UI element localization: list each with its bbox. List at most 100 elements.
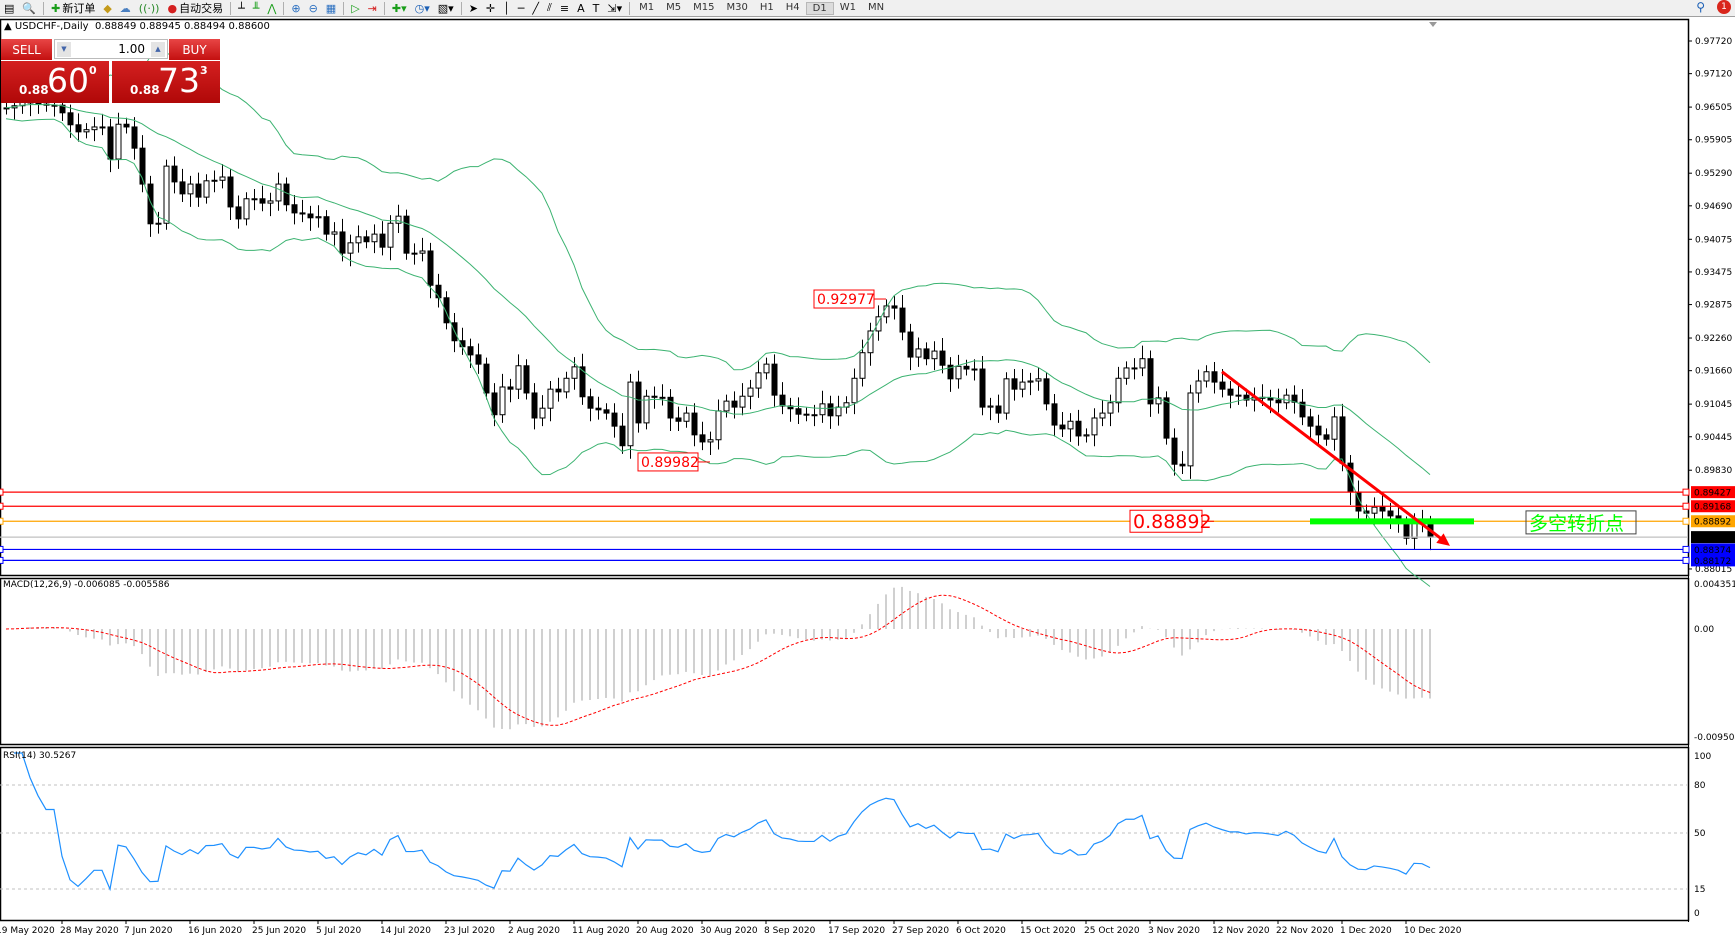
chart-title: ▲ USDCHF-,Daily 0.88849 0.88945 0.88494 … xyxy=(4,21,270,32)
candle-body xyxy=(275,183,282,202)
chart-shift-icon[interactable]: ⇥ xyxy=(367,1,377,15)
buy-price[interactable]: 0.88 73 3 xyxy=(112,61,220,103)
rsi-title: RSI(14) 30.5267 xyxy=(3,751,76,761)
bar-chart-icon[interactable]: ┴ xyxy=(238,1,245,15)
timeframe-m15[interactable]: M15 xyxy=(693,1,715,13)
tile-windows-icon[interactable]: ▦ xyxy=(325,1,337,15)
sell-button[interactable]: SELL xyxy=(1,39,52,61)
zoom-icon[interactable]: 🔍 xyxy=(22,1,37,15)
level-handle xyxy=(1682,488,1690,496)
candle xyxy=(627,373,634,459)
timeframe-m30[interactable]: M30 xyxy=(726,1,748,13)
trendline-icon[interactable]: ╱ xyxy=(532,1,539,15)
timeframe-d1[interactable]: D1 xyxy=(805,1,834,15)
stop-icon: ● xyxy=(167,1,178,15)
candle-body xyxy=(99,126,106,129)
level-price-tag xyxy=(1691,515,1735,528)
text-icon[interactable]: A xyxy=(577,1,585,15)
autoscroll-icon[interactable]: ▷ xyxy=(351,1,360,15)
candle xyxy=(219,163,226,189)
candle xyxy=(587,388,594,422)
label-icon[interactable]: T xyxy=(592,1,600,15)
new-order-button[interactable]: ✚ 新订单 xyxy=(47,1,99,16)
candle-body xyxy=(251,198,258,201)
candle-chart-icon[interactable]: ╨ xyxy=(252,1,260,15)
notification-badge[interactable]: 1 xyxy=(1717,0,1731,14)
timeframe-w1[interactable]: W1 xyxy=(839,1,856,13)
candle xyxy=(875,305,882,341)
lot-size-input[interactable]: ▼ 1.00 ▲ xyxy=(54,39,168,59)
candle xyxy=(787,397,794,422)
search-icon[interactable]: ⚲ xyxy=(1696,0,1705,14)
level-handle xyxy=(1682,556,1690,564)
macd-y-label: 0.00 xyxy=(1694,625,1714,635)
candle xyxy=(571,357,578,390)
timeframe-m5[interactable]: M5 xyxy=(666,1,682,13)
zoom-out-icon[interactable]: ⊖ xyxy=(308,1,318,15)
candle-body xyxy=(75,124,82,133)
x-tick-label: 12 Nov 2020 xyxy=(1212,926,1270,936)
candle xyxy=(1075,409,1082,446)
periods-icon[interactable]: ◷▾ xyxy=(414,1,430,15)
lot-increase-icon[interactable]: ▲ xyxy=(151,42,165,57)
candle xyxy=(363,230,370,249)
candle-body xyxy=(555,388,562,393)
candle xyxy=(267,192,274,217)
candle-body xyxy=(83,129,90,133)
candle-body xyxy=(523,365,530,394)
level-handle xyxy=(1682,502,1690,510)
cloud-icon[interactable]: ☁ xyxy=(119,1,131,15)
candle xyxy=(83,123,90,139)
lot-value[interactable]: 1.00 xyxy=(118,42,145,56)
candle xyxy=(1107,394,1114,427)
candle xyxy=(755,361,762,398)
candle-body xyxy=(1379,506,1386,512)
candle xyxy=(195,172,202,207)
candle-body xyxy=(483,363,490,394)
candle xyxy=(563,371,570,399)
sell-price[interactable]: 0.88 60 0 xyxy=(1,61,109,103)
level-price-label: 0.88374 xyxy=(1694,546,1731,556)
x-tick-label: 5 Jul 2020 xyxy=(316,926,361,936)
candle xyxy=(683,406,690,428)
candle xyxy=(1147,350,1154,417)
timeframe-h1[interactable]: H1 xyxy=(759,1,774,13)
buy-button[interactable]: BUY xyxy=(169,39,220,61)
new-chart-icon[interactable]: ▤ xyxy=(4,1,15,15)
candle-body xyxy=(867,330,874,354)
crosshair-icon[interactable]: ✛ xyxy=(485,1,496,15)
candle-body xyxy=(603,409,610,414)
horizontal-line-icon[interactable]: ─ xyxy=(517,1,525,15)
candle xyxy=(1299,389,1306,426)
templates-icon[interactable]: ▧▾ xyxy=(437,1,454,15)
gold-icon[interactable]: ◆ xyxy=(103,1,112,15)
y-tick-label: 0.93475 xyxy=(1695,268,1732,278)
y-tick-label: 0.91045 xyxy=(1695,400,1732,410)
auto-trading-button[interactable]: ● 自动交易 xyxy=(163,1,227,16)
candle xyxy=(1187,384,1194,479)
zoom-in-icon[interactable]: ⊕ xyxy=(291,1,301,15)
candle-body xyxy=(1331,416,1338,440)
candle-body xyxy=(203,180,210,198)
signal-icon[interactable]: ((·)) xyxy=(138,1,160,15)
line-chart-icon[interactable]: ⋀ xyxy=(267,1,277,15)
indicators-icon[interactable]: ✚▾ xyxy=(391,1,407,15)
candle xyxy=(827,395,834,429)
candle xyxy=(1003,372,1010,420)
timeframe-h4[interactable]: H4 xyxy=(785,1,800,13)
lot-decrease-icon[interactable]: ▼ xyxy=(57,42,71,57)
fibonacci-icon[interactable]: ≡ xyxy=(559,1,570,15)
timeframe-mn[interactable]: MN xyxy=(867,1,885,13)
macd-y-label: 0.004351 xyxy=(1694,580,1735,590)
candle xyxy=(603,403,610,420)
channel-icon[interactable]: ⫽ xyxy=(547,1,552,14)
candles xyxy=(3,88,1434,551)
timeframe-m1[interactable]: M1 xyxy=(639,1,655,13)
candle-body xyxy=(907,331,914,358)
vertical-line-icon[interactable]: │ xyxy=(503,1,510,15)
candle xyxy=(883,299,890,324)
cursor-icon[interactable]: ➤ xyxy=(468,1,478,15)
candle xyxy=(91,117,98,142)
arrows-icon[interactable]: ⇲▾ xyxy=(607,1,623,15)
